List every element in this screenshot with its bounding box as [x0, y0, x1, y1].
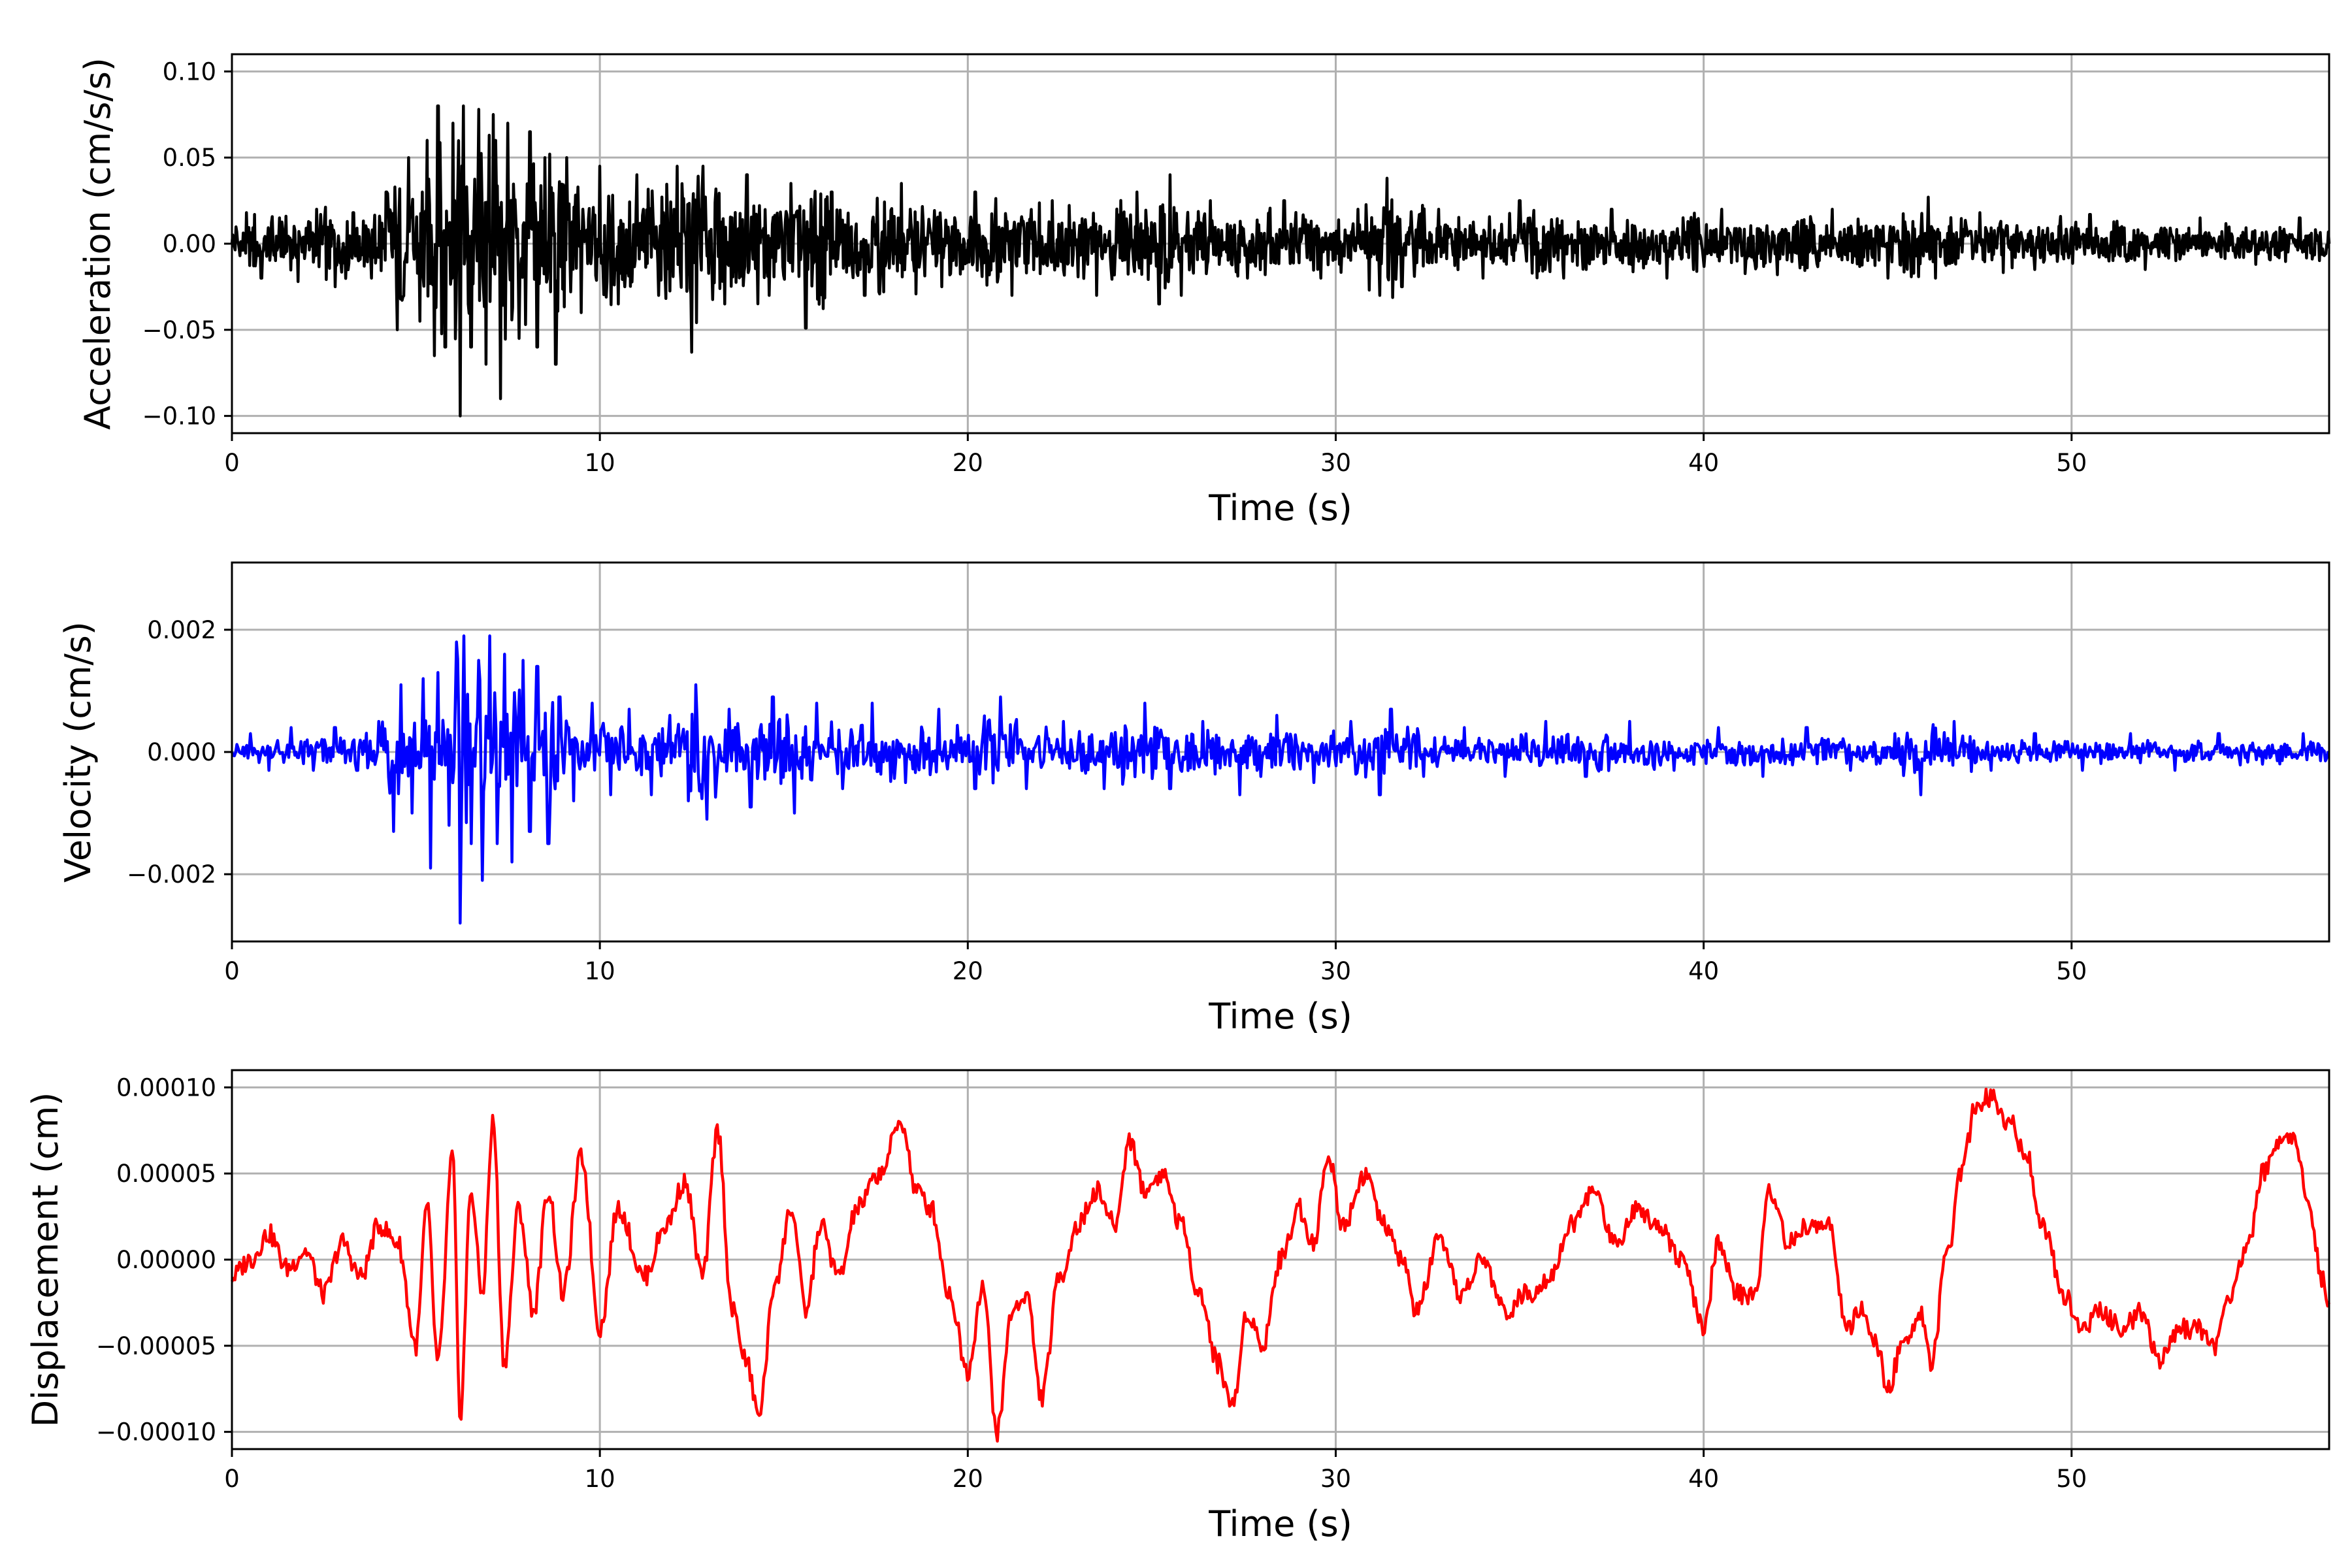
chart-panel-1: 0 10 20 30 40 50 0.10 0.05 0.00 −0.05 −0.10 Time (s… [77, 53, 2331, 529]
x-axis-label: Time (s) [1208, 487, 1352, 529]
y-tick-label: 0.05 [163, 144, 216, 172]
x-tick-label: 30 [1320, 957, 1351, 985]
x-tick-label: 40 [1688, 1465, 1719, 1493]
y-tick-label: −0.05 [142, 316, 216, 344]
x-tick-label: 30 [1320, 449, 1351, 477]
y-tick-label: 0.10 [163, 57, 216, 86]
chart-panel-3: 0 10 20 30 40 50 0.00010 0.00005 0.00000 −0.00005… [25, 1069, 2331, 1544]
y-tick-label: −0.00010 [96, 1418, 216, 1446]
x-tick-label: 30 [1320, 1465, 1351, 1493]
x-tick-label: 10 [585, 1465, 615, 1493]
x-tick-label: 10 [585, 449, 615, 477]
x-tick-label: 0 [224, 449, 240, 477]
series-line [230, 104, 2331, 417]
y-axis-label: Displacement (cm) [25, 1092, 66, 1428]
y-tick-label: 0.002 [147, 616, 216, 644]
x-tick-label: 50 [2056, 1465, 2087, 1493]
chart-panel-2: 0 10 20 30 40 50 0.002 0.000 −0.002 Time (s) Veloc… [57, 561, 2330, 1037]
x-axis-label: Time (s) [1208, 996, 1352, 1037]
series-line [230, 1087, 2331, 1443]
x-tick-label: 40 [1688, 449, 1719, 477]
x-tick-label: 10 [585, 957, 615, 985]
y-tick-label: 0.000 [147, 738, 216, 766]
y-tick-label: −0.10 [142, 402, 216, 431]
x-tick-label: 20 [953, 449, 983, 477]
x-tick-label: 50 [2056, 957, 2087, 985]
y-tick-label: 0.00005 [116, 1160, 216, 1188]
y-tick-label: 0.00 [163, 230, 216, 258]
x-tick-label: 0 [224, 1465, 240, 1493]
x-tick-label: 40 [1688, 957, 1719, 985]
series-line [230, 634, 2330, 925]
y-tick-label: −0.00005 [96, 1332, 216, 1360]
y-axis-label: Velocity (cm/s) [57, 621, 99, 883]
x-axis-label: Time (s) [1208, 1503, 1352, 1544]
x-tick-label: 20 [953, 1465, 983, 1493]
y-axis-label: Acceleration (cm/s/s) [77, 57, 118, 430]
x-tick-label: 50 [2056, 449, 2087, 477]
y-tick-label: 0.00010 [116, 1073, 216, 1102]
x-tick-label: 0 [224, 957, 240, 985]
y-tick-label: −0.002 [127, 860, 216, 889]
x-tick-label: 20 [953, 957, 983, 985]
y-tick-label: 0.00000 [116, 1246, 216, 1274]
